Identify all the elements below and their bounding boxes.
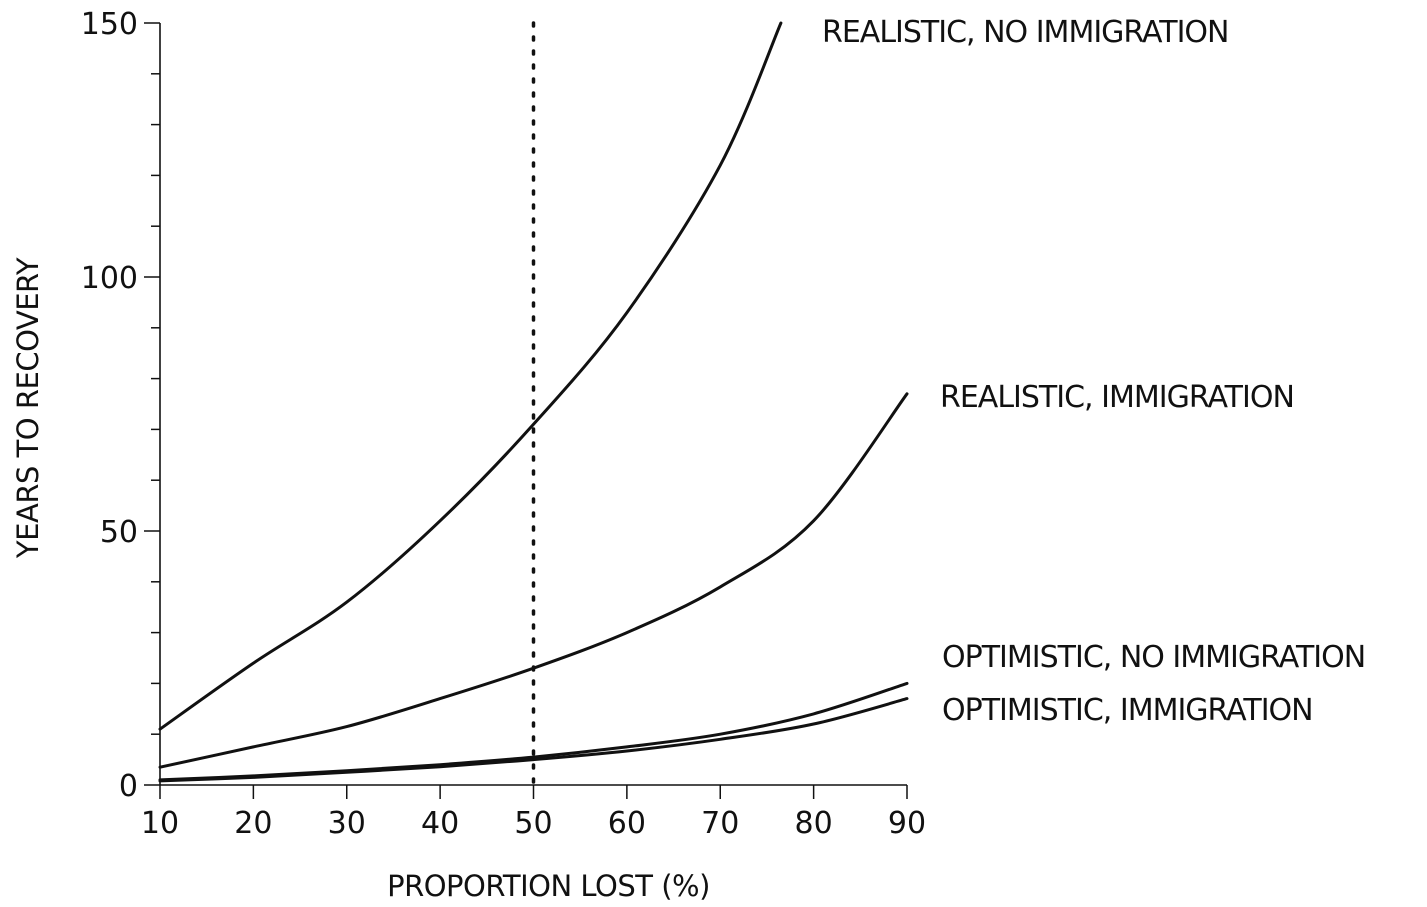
x-tick-label: 20	[234, 806, 272, 841]
series-line-optimistic-immigration	[158, 697, 909, 783]
x-tick-label: 70	[701, 806, 739, 841]
series-lines	[158, 21, 909, 783]
x-axis-title: PROPORTION LOST (%)	[387, 869, 710, 903]
series-line-realistic-immigration	[158, 392, 909, 769]
x-tick-label: 90	[888, 806, 926, 841]
y-tick-label: 0	[119, 769, 138, 804]
y-tick-label: 150	[81, 7, 138, 42]
x-tick-label: 40	[421, 806, 459, 841]
y-tick-label: 100	[81, 261, 138, 296]
axis-ticks: 10 20 30 40 50 60 70 80 90 0 50 100 150	[81, 7, 926, 841]
y-tick-label: 50	[100, 515, 138, 550]
series-label-optimistic-no-immigration: OPTIMISTIC, NO IMMIGRATION	[942, 640, 1365, 675]
series-label-realistic-immigration: REALISTIC, IMMIGRATION	[940, 380, 1294, 415]
y-axis-title: YEARS TO RECOVERY	[11, 257, 45, 559]
x-tick-label: 10	[141, 806, 179, 841]
x-tick-label: 30	[328, 806, 366, 841]
x-tick-label: 60	[608, 806, 646, 841]
series-line-realistic-no-immigration	[158, 21, 783, 731]
series-labels: REALISTIC, NO IMMIGRATION REALISTIC, IMMI…	[822, 15, 1366, 728]
x-tick-label: 80	[795, 806, 833, 841]
series-label-optimistic-immigration: OPTIMISTIC, IMMIGRATION	[942, 693, 1313, 728]
x-tick-label: 50	[514, 806, 552, 841]
series-label-realistic-no-immigration: REALISTIC, NO IMMIGRATION	[822, 15, 1228, 50]
